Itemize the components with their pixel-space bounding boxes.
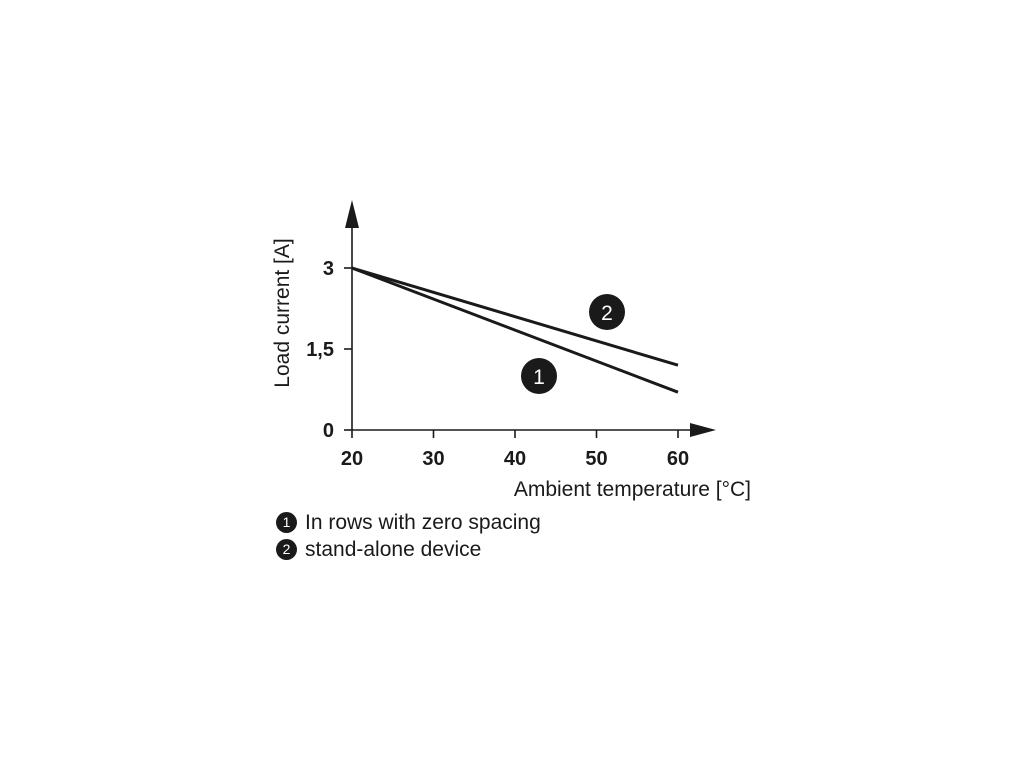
x-tick-labels: 20 30 40 50 60 xyxy=(341,430,689,470)
x-axis-arrow xyxy=(690,423,716,437)
y-axis-arrow xyxy=(345,200,359,228)
y-axis-title: Load current [A] xyxy=(271,238,294,387)
series-marker-label-2: 2 xyxy=(601,302,613,325)
y-tick-label: 3 xyxy=(323,258,334,280)
series-marker-label-1: 1 xyxy=(533,366,545,389)
legend-label-2: stand-alone device xyxy=(305,537,482,561)
y-tick-label: 0 xyxy=(323,420,334,442)
x-tick-label: 40 xyxy=(504,448,526,470)
y-tick-labels: 01,53 xyxy=(306,258,352,442)
y-tick-label: 1,5 xyxy=(306,339,334,361)
x-tick-label: 50 xyxy=(585,448,607,470)
x-tick-label: 30 xyxy=(422,448,444,470)
legend-item-1: 1 In rows with zero spacing xyxy=(276,509,541,536)
legend-item-2: 2 stand-alone device xyxy=(276,536,541,563)
axes xyxy=(345,200,716,437)
series-lines xyxy=(351,266,679,394)
series-marker-1 xyxy=(521,358,557,394)
series-line-2 xyxy=(351,266,679,367)
series-line-1 xyxy=(351,266,679,394)
legend: 1 In rows with zero spacing 2 stand-alon… xyxy=(276,509,541,563)
x-tick-label: 20 xyxy=(341,448,363,470)
x-tick-label: 60 xyxy=(667,448,689,470)
series-markers: 12 xyxy=(521,294,625,394)
series-marker-2 xyxy=(589,294,625,330)
legend-label-1: In rows with zero spacing xyxy=(305,510,541,534)
legend-marker-2: 2 xyxy=(276,539,297,560)
x-axis-title: Ambient temperature [°C] xyxy=(514,478,751,501)
legend-marker-1: 1 xyxy=(276,512,297,533)
